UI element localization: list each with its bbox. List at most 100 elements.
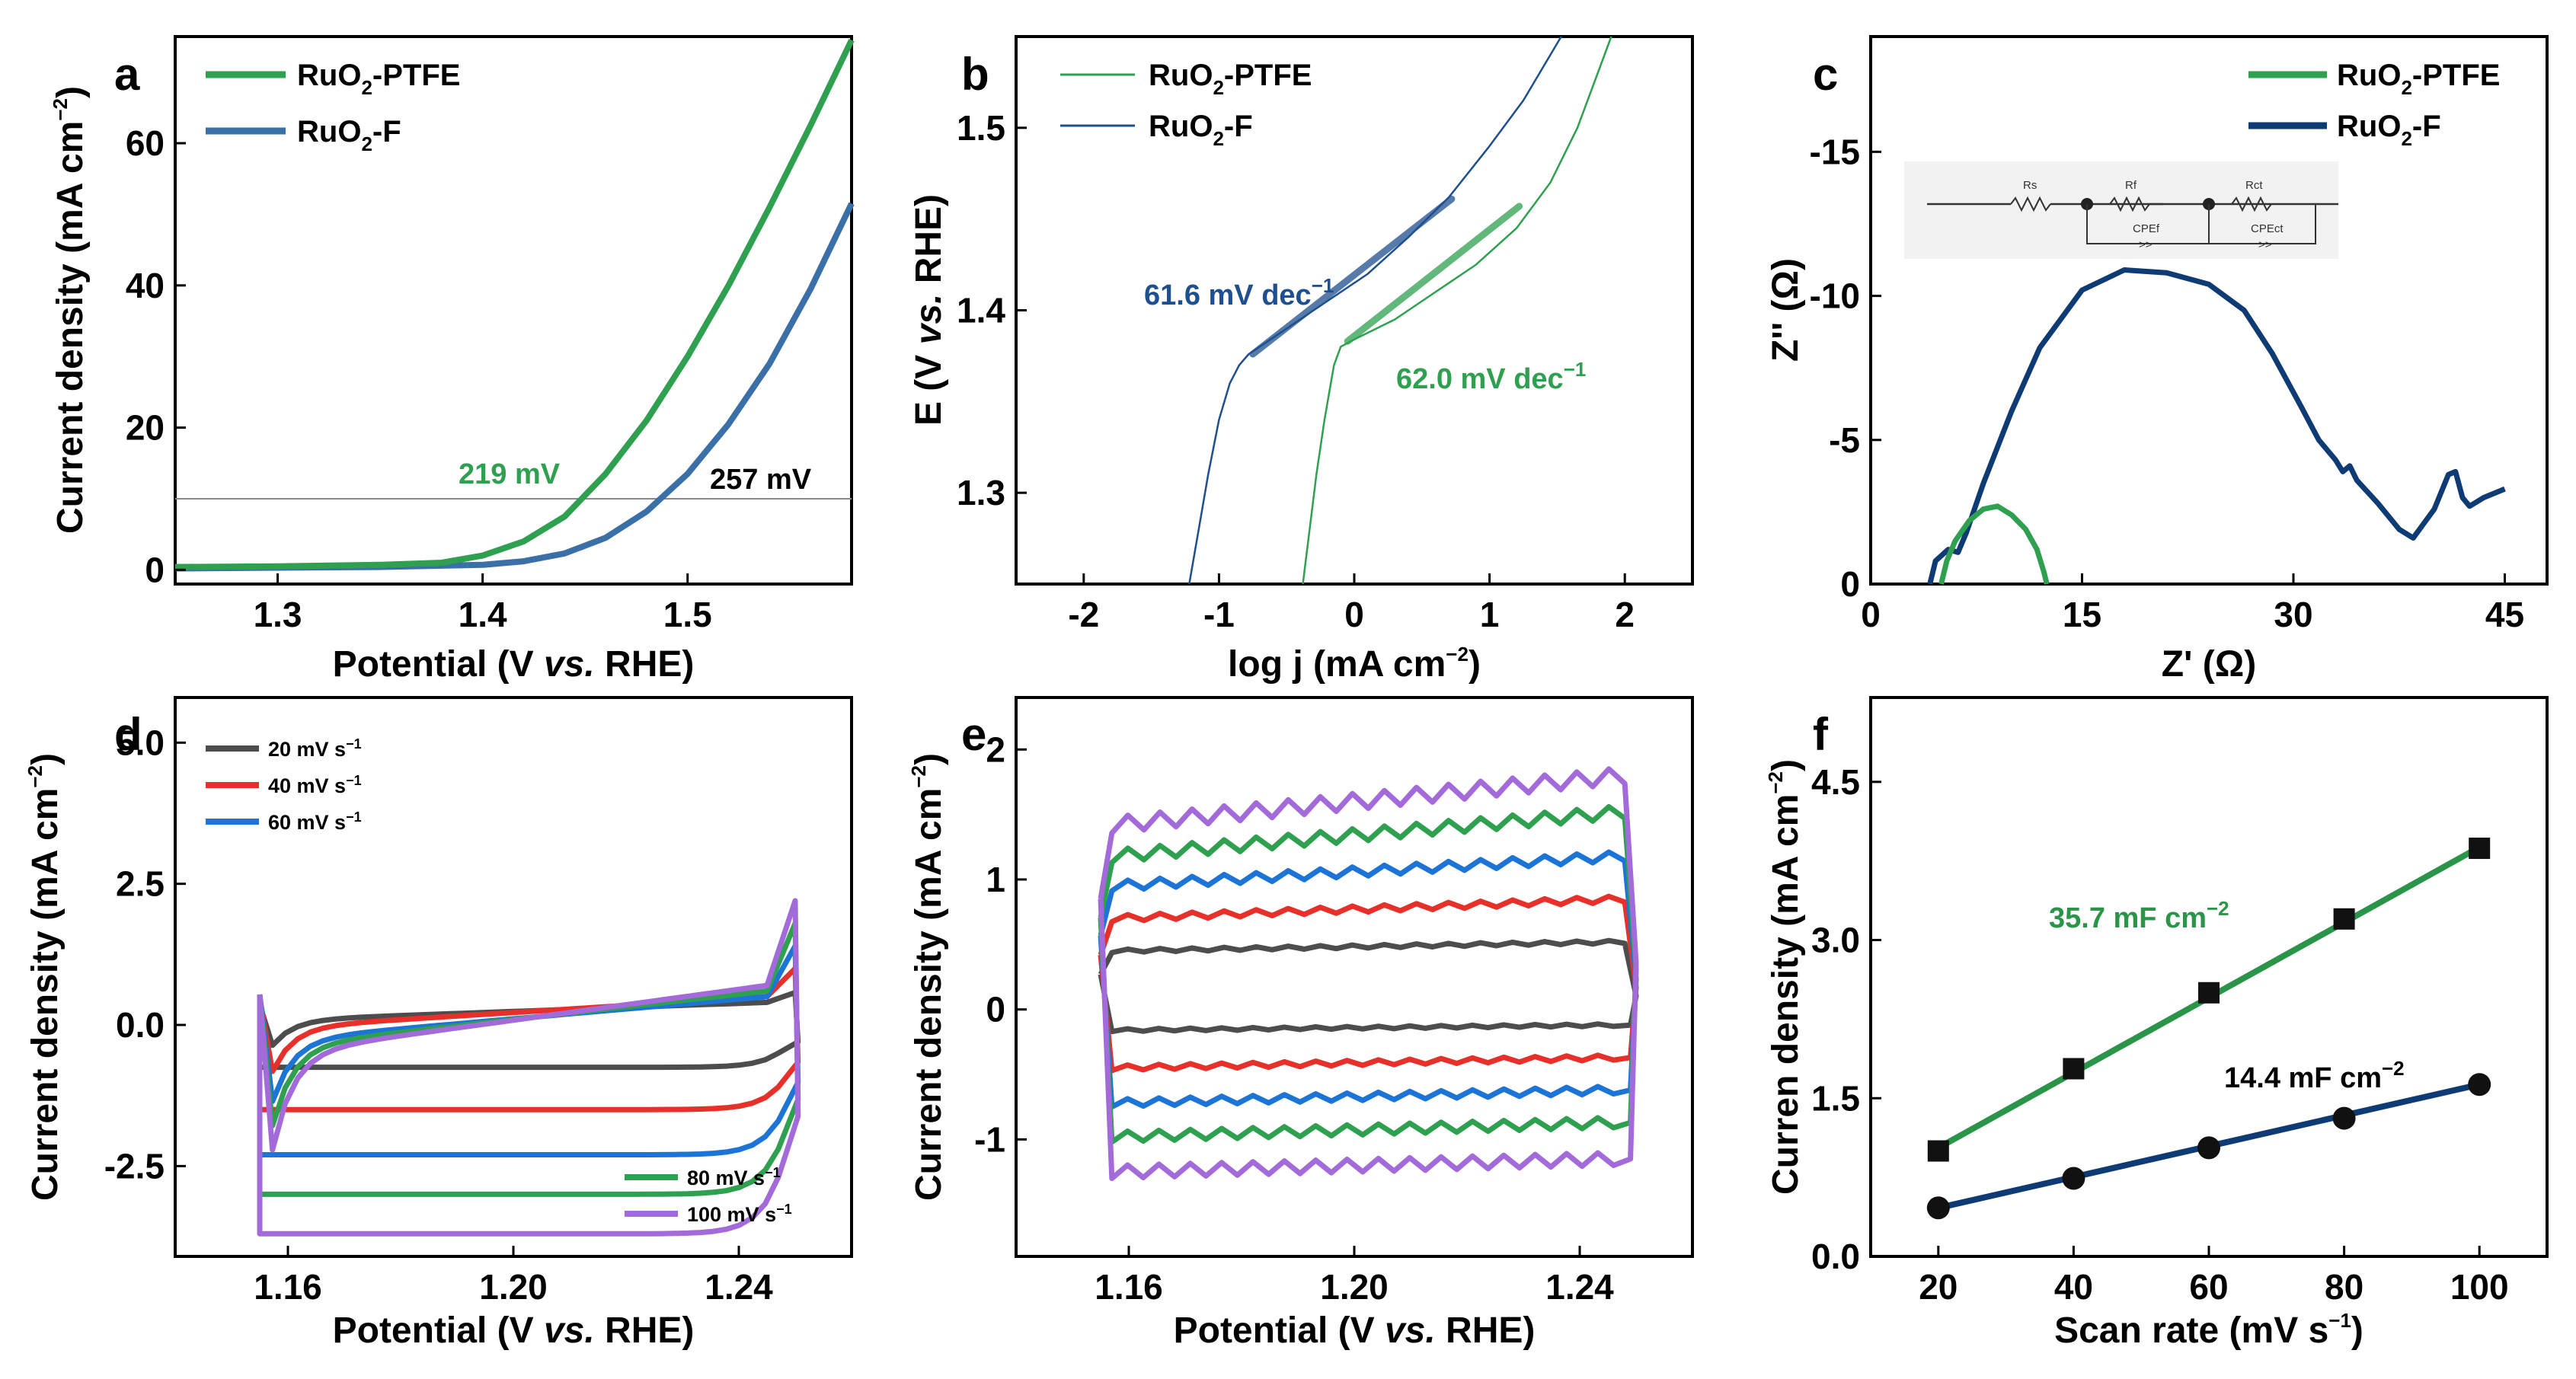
x-tick-label: 1.24 — [705, 1267, 773, 1307]
x-tick-label: 0 — [1344, 595, 1364, 634]
y-tick-label: 0 — [1840, 564, 1860, 604]
circuit-parallel-ct — [2208, 204, 2316, 244]
annotation-219mv: 219 mV — [459, 458, 561, 490]
x-tick-label: 20 — [1919, 1267, 1958, 1307]
annotation-257mv: 257 mV — [710, 464, 812, 496]
panel-b-y-axis-title: E (V vs. RHE) — [909, 194, 949, 426]
legend-d-label: 80 mV s−1 — [687, 1165, 781, 1189]
y-tick-label: -1 — [974, 1119, 1005, 1159]
annotation-14-4: 14.4 mF cm−2 — [2224, 1057, 2405, 1094]
data-point-square — [1927, 1140, 1949, 1162]
x-tick-label: 1.3 — [254, 595, 302, 634]
y-tick-label: -5 — [1829, 420, 1860, 460]
panel-e-letter: e — [961, 709, 986, 760]
resistor-rf-symbol — [2109, 196, 2150, 212]
panel-b-x-axis-title: log j (mA cm−2) — [1228, 643, 1481, 685]
x-tick-label: 45 — [2485, 595, 2524, 634]
resistor-rct-label: Rct — [2245, 179, 2263, 192]
data-point-circle — [2062, 1167, 2085, 1190]
panel-c-plot-area — [1927, 267, 2506, 585]
panel-f-x-axis-title: Scan rate (mV s−1) — [2054, 1309, 2363, 1351]
panel-f-y-axis-title: Curren density (mA cm−2) — [1764, 759, 1806, 1195]
y-tick-label: 1.4 — [957, 291, 1005, 330]
panel-d-legend: 20 mV s−1 40 mV s−1 60 mV s−1 80 mV s−1 100 … — [206, 736, 792, 1226]
y-tick-label: 2.5 — [116, 864, 165, 904]
x-tick-label: 1.16 — [254, 1267, 322, 1307]
panel-f-plot-area — [1926, 838, 2491, 1220]
data-point-circle — [2332, 1106, 2356, 1130]
resistor-rs-label: Rs — [2023, 179, 2037, 192]
y-tick-label: 1.5 — [957, 108, 1005, 148]
x-tick-label: 1.5 — [663, 595, 712, 634]
panel-d-ticks: 1.16 1.20 1.24 -2.5 0.0 2.5 5.0 — [104, 723, 773, 1307]
panel-a-x-axis-title: Potential (V vs. RHE) — [333, 644, 695, 685]
annotation-tafel-f: 61.6 mV dec−1 — [1144, 274, 1334, 311]
y-tick-label: 40 — [126, 266, 165, 305]
x-tick-label: 100 — [2450, 1267, 2509, 1307]
series-line-ruo2-ptfe — [1302, 37, 1612, 584]
cpe-f-label: CPEf — [2133, 222, 2160, 235]
annotation-35-7: 35.7 mF cm−2 — [2049, 897, 2229, 934]
data-point-square — [2063, 1058, 2085, 1080]
x-tick-label: 15 — [2063, 595, 2101, 634]
resistor-rs-symbol — [2010, 196, 2051, 212]
x-tick-label: 60 — [2189, 1267, 2228, 1307]
tafel-fit-f — [1249, 195, 1456, 358]
panel-b-letter: b — [961, 49, 989, 100]
y-tick-label: 0 — [145, 550, 165, 589]
panel-a: a 1.3 1.4 1.5 0 20 40 60 RuO2-PTFE RuO2-F 219 … — [49, 35, 855, 685]
x-tick-label: 0 — [1861, 595, 1881, 634]
panel-c-x-axis-title: Z' (Ω) — [2162, 644, 2257, 685]
data-point-circle — [2197, 1136, 2220, 1160]
equivalent-circuit-inset: Rs Rf CPEf >> Rct CPEct >> — [1904, 161, 2338, 259]
panel-b-series-group — [1188, 37, 1612, 584]
series-line-ruo2-f — [1927, 267, 2506, 585]
x-tick-label: 1.20 — [1320, 1267, 1389, 1307]
cpe-ct-label: CPEct — [2251, 222, 2284, 235]
panel-d: d 1.16 1.20 1.24 -2.5 0.0 2.5 5.0 20 mV s−1 40 … — [24, 696, 853, 1351]
panel-a-plot-area — [174, 38, 855, 572]
x-tick-label: 1.16 — [1095, 1267, 1163, 1307]
data-point-circle — [1926, 1196, 1950, 1220]
y-tick-label: 3.0 — [1811, 921, 1860, 960]
y-tick-label: 2 — [986, 729, 1005, 769]
x-tick-label: 2 — [1615, 595, 1635, 634]
panel-c-ticks: 0 15 30 45 0 -5 -10 -15 — [1810, 132, 2525, 634]
legend-b-ptfe-label: RuO2-PTFE — [1149, 59, 1312, 99]
y-tick-label: -15 — [1810, 132, 1860, 171]
panel-e-x-axis-title: Potential (V vs. RHE) — [1174, 1310, 1536, 1351]
legend-c-f-label: RuO2-F — [2337, 110, 2441, 150]
x-tick-label: 1.20 — [479, 1267, 548, 1307]
y-tick-label: 1.5 — [1811, 1078, 1860, 1118]
tafel-fit-ptfe — [1344, 203, 1523, 345]
legend-d-label: 40 mV s−1 — [268, 773, 362, 797]
cv-loop-e-4 — [1098, 766, 1639, 1182]
panel-c-frame — [1869, 35, 2549, 586]
x-tick-label: 1 — [1480, 595, 1500, 634]
panel-d-plot-area — [257, 898, 801, 1237]
panel-e-ticks: 1.16 1.20 1.24 -1 0 1 2 — [974, 729, 1614, 1307]
panel-d-y-axis-title: Current density (mA cm−2) — [24, 753, 66, 1201]
x-tick-label: 80 — [2325, 1267, 2363, 1307]
x-tick-label: -1 — [1203, 595, 1235, 634]
data-point-square — [2198, 982, 2220, 1004]
panel-a-letter: a — [114, 49, 140, 100]
panel-f: f 20 40 60 80 100 0.0 1.5 3.0 4.5 35.7 mF cm−2 1… — [1764, 696, 2549, 1351]
panel-f-ticks: 20 40 60 80 100 0.0 1.5 3.0 4.5 — [1811, 762, 2509, 1307]
resistor-rf-label: Rf — [2125, 179, 2137, 192]
legend-c-ptfe-label: RuO2-PTFE — [2337, 59, 2500, 99]
y-tick-label: 1.3 — [957, 473, 1005, 512]
legend-a-f-label: RuO2-F — [297, 115, 401, 155]
panel-e-y-axis-title: Current density (mA cm−2) — [907, 753, 949, 1201]
series-line-ruo2-f — [1188, 37, 1563, 584]
panel-d-x-axis-title: Potential (V vs. RHE) — [333, 1310, 695, 1351]
series-line-ruo2-ptfe — [174, 38, 855, 570]
y-tick-label: 0.0 — [1811, 1237, 1860, 1276]
series-line-ruo2-ptfe — [1938, 503, 2050, 585]
cpe-ct-symbol: >> — [2258, 238, 2272, 251]
panel-b-ticks: -2 -1 0 1 2 1.3 1.4 1.5 — [957, 108, 1635, 634]
y-tick-label: 5.0 — [116, 723, 165, 762]
data-point-square — [2469, 838, 2491, 860]
x-tick-label: 40 — [2054, 1267, 2093, 1307]
